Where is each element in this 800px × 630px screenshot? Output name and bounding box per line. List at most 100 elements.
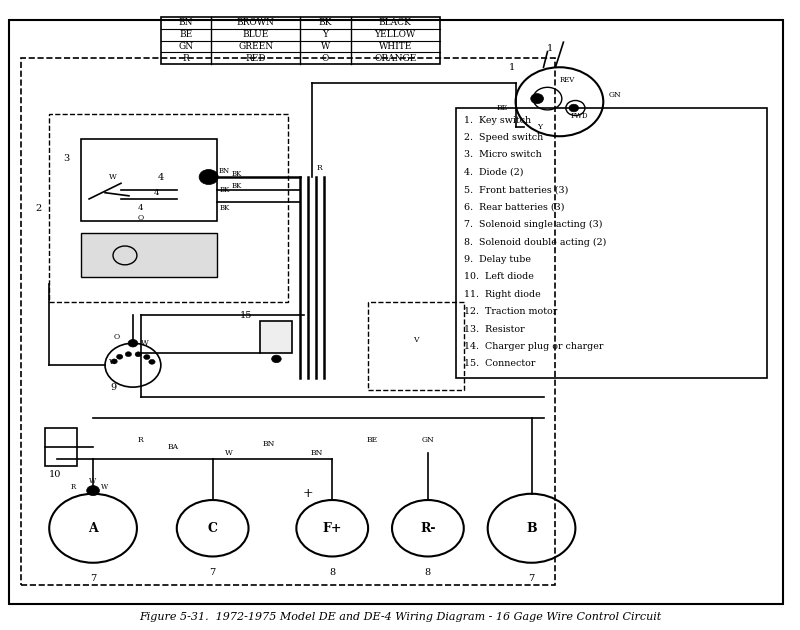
- Text: R: R: [316, 164, 322, 171]
- Text: GN: GN: [609, 91, 622, 100]
- Bar: [50, 114, 288, 302]
- Text: BLUE: BLUE: [242, 30, 269, 39]
- Text: O: O: [322, 54, 329, 63]
- Text: 9: 9: [110, 382, 116, 392]
- Text: BE: BE: [366, 437, 378, 444]
- Text: 1.  Key switch: 1. Key switch: [464, 116, 531, 125]
- Text: 3.  Micro switch: 3. Micro switch: [464, 151, 542, 159]
- Text: 2: 2: [35, 204, 42, 213]
- Text: ORANGE: ORANGE: [374, 54, 417, 63]
- Text: 7: 7: [90, 574, 96, 583]
- Text: BA: BA: [167, 443, 178, 450]
- Text: BK: BK: [318, 18, 332, 28]
- Text: GREEN: GREEN: [238, 42, 274, 51]
- Text: 4: 4: [138, 204, 144, 212]
- Text: 14.  Charger plug or charger: 14. Charger plug or charger: [464, 342, 603, 351]
- Bar: [261, 321, 292, 353]
- Text: 8: 8: [329, 568, 335, 576]
- Bar: [368, 302, 464, 390]
- Circle shape: [86, 486, 99, 496]
- Bar: [456, 108, 766, 378]
- Text: BLACK: BLACK: [378, 18, 412, 28]
- Text: BN: BN: [219, 167, 230, 175]
- Text: R: R: [182, 54, 190, 63]
- Text: 2.  Speed switch: 2. Speed switch: [464, 133, 543, 142]
- Bar: [22, 58, 555, 585]
- Text: V: V: [413, 336, 418, 344]
- Circle shape: [111, 359, 118, 364]
- Text: BK: BK: [219, 204, 230, 212]
- Text: GN: GN: [422, 437, 434, 444]
- Circle shape: [272, 355, 282, 363]
- Text: 3: 3: [63, 154, 69, 163]
- Bar: [81, 139, 217, 221]
- Text: BK: BK: [231, 170, 242, 178]
- Text: 1: 1: [509, 63, 514, 72]
- Text: 7: 7: [529, 574, 534, 583]
- Text: 4: 4: [158, 173, 164, 181]
- Text: 7.  Solenoid single acting (3): 7. Solenoid single acting (3): [464, 220, 602, 229]
- Text: F+: F+: [322, 522, 342, 535]
- Text: BK: BK: [231, 183, 242, 190]
- Text: 8: 8: [425, 568, 431, 576]
- Text: BROWN: BROWN: [237, 18, 274, 28]
- Text: YELLOW: YELLOW: [374, 30, 416, 39]
- Text: 12.  Traction motor: 12. Traction motor: [464, 307, 557, 316]
- Text: 9.  Delay tube: 9. Delay tube: [464, 255, 530, 264]
- Text: 13.  Resistor: 13. Resistor: [464, 324, 525, 333]
- Text: REV: REV: [560, 76, 575, 84]
- Text: W: W: [109, 173, 117, 181]
- Text: R: R: [138, 437, 144, 444]
- Circle shape: [144, 355, 150, 360]
- Text: Y: Y: [322, 30, 329, 39]
- Circle shape: [530, 94, 543, 103]
- Text: 5.  Front batteries (3): 5. Front batteries (3): [464, 185, 568, 194]
- Bar: [161, 17, 440, 64]
- Text: O: O: [114, 333, 120, 341]
- Text: Y: Y: [537, 123, 542, 131]
- Text: 4: 4: [154, 189, 159, 197]
- Text: 15.  Connector: 15. Connector: [464, 359, 535, 369]
- Circle shape: [569, 104, 578, 112]
- Text: 6.  Rear batteries (3): 6. Rear batteries (3): [464, 203, 564, 212]
- Circle shape: [135, 352, 142, 357]
- Text: +: +: [303, 487, 314, 500]
- Text: C: C: [208, 522, 218, 535]
- Text: O: O: [138, 214, 144, 222]
- Circle shape: [117, 354, 123, 359]
- Bar: [46, 428, 77, 466]
- Text: 10.  Left diode: 10. Left diode: [464, 272, 534, 282]
- Text: 8.  Solenoid double acting (2): 8. Solenoid double acting (2): [464, 238, 606, 246]
- Text: A: A: [88, 522, 98, 535]
- Circle shape: [149, 359, 155, 364]
- Text: B: B: [526, 522, 537, 535]
- Bar: [81, 234, 217, 277]
- Text: BE: BE: [497, 104, 508, 112]
- Text: W: W: [321, 42, 330, 51]
- Text: W: W: [102, 483, 109, 491]
- Text: BN: BN: [310, 449, 322, 457]
- Text: BN: BN: [262, 440, 274, 447]
- Text: W: W: [141, 339, 149, 347]
- Text: R: R: [70, 483, 76, 491]
- Text: 10: 10: [50, 471, 62, 479]
- Text: R-: R-: [420, 522, 436, 535]
- Text: 11.  Right diode: 11. Right diode: [464, 290, 541, 299]
- Circle shape: [199, 169, 218, 185]
- Text: FWD: FWD: [570, 112, 588, 120]
- Text: 4.  Diode (2): 4. Diode (2): [464, 168, 523, 177]
- Text: 15: 15: [240, 311, 253, 319]
- Text: W: W: [109, 358, 117, 366]
- Text: Figure 5-31.  1972-1975 Model DE and DE-4 Wiring Diagram - 16 Gage Wire Control : Figure 5-31. 1972-1975 Model DE and DE-4…: [139, 612, 661, 622]
- Text: 7: 7: [210, 568, 216, 576]
- Circle shape: [128, 340, 138, 347]
- Text: BE: BE: [179, 30, 193, 39]
- Text: 1: 1: [546, 44, 553, 53]
- Circle shape: [126, 352, 131, 357]
- Text: GN: GN: [178, 42, 194, 51]
- Text: BK: BK: [219, 186, 230, 193]
- Text: W: W: [225, 449, 233, 457]
- Text: W: W: [90, 477, 97, 485]
- Text: BN: BN: [178, 18, 193, 28]
- Text: RED: RED: [246, 54, 266, 63]
